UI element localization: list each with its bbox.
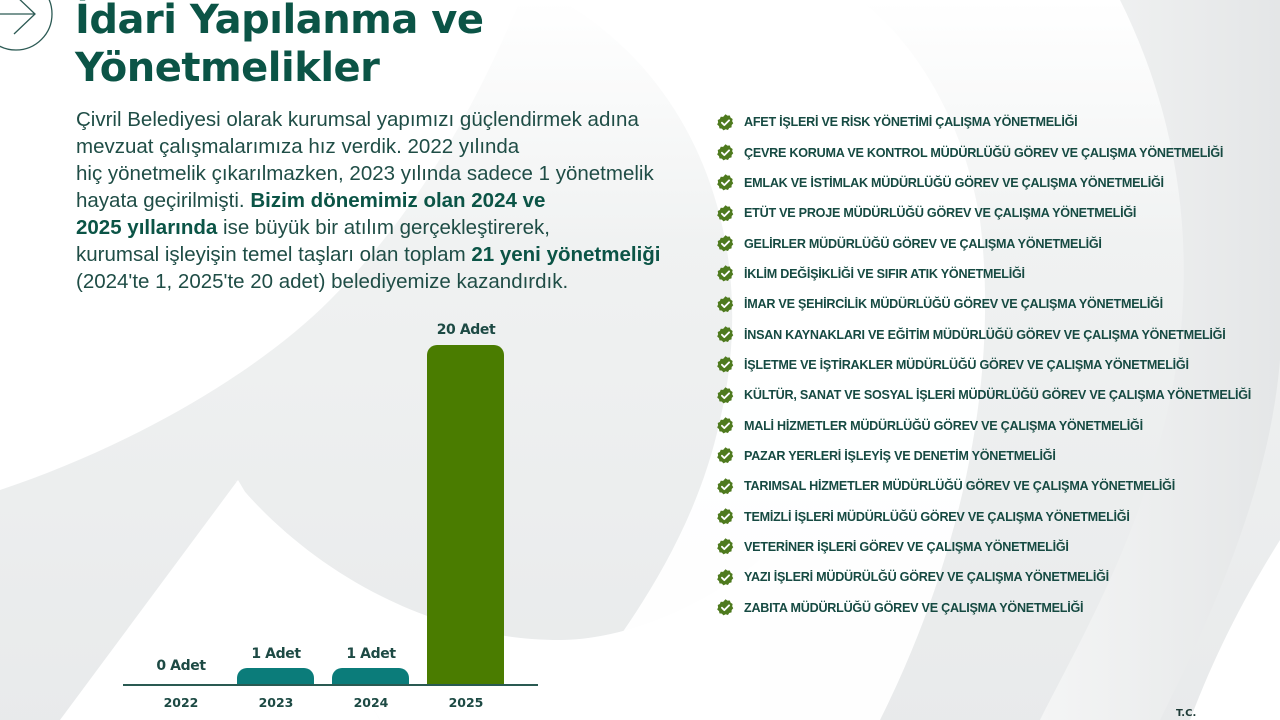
title-line-2: Yönetmelikler	[75, 45, 380, 91]
check-badge-icon	[717, 113, 734, 131]
list-item: İŞLETME VE İŞTİRAKLER MÜDÜRLÜĞÜ GÖREV VE…	[716, 350, 1251, 380]
list-item: VETERİNER İŞLERİ GÖREV VE ÇALIŞMA YÖNETM…	[716, 532, 1251, 562]
list-item: TARIMSAL HİZMETLER MÜDÜRLÜĞÜ GÖREV VE ÇA…	[716, 471, 1251, 501]
list-item: ZABITA MÜDÜRLÜĞÜ GÖREV VE ÇALIŞMA YÖNETM…	[716, 593, 1251, 623]
x-axis-label: 2023	[258, 695, 294, 710]
bar-2023	[237, 668, 314, 684]
bar-value-label: 1 Adet	[251, 646, 301, 662]
intro-paragraph: Çivril Belediyesi olarak kurumsal yapımı…	[76, 106, 676, 295]
regulations-list: AFET İŞLERİ VE RİSK YÖNETİMİ ÇALIŞMA YÖN…	[716, 107, 1251, 623]
check-badge-icon	[717, 326, 734, 343]
list-item: EMLAK VE İSTİMLAK MÜDÜRLÜĞÜ GÖREV VE ÇAL…	[716, 168, 1251, 198]
intro-line: mevzuat çalışmalarımıza hız verdik. 2022…	[76, 135, 520, 158]
intro-highlight: Bizim dönemimiz olan 2024 ve	[250, 189, 546, 212]
bar-2025	[427, 345, 504, 684]
check-badge-icon	[717, 538, 734, 555]
x-axis-label: 2025	[448, 695, 484, 710]
list-item: ETÜT VE PROJE MÜDÜRLÜĞÜ GÖREV VE ÇALIŞMA…	[716, 198, 1251, 228]
regulation-label: ZABITA MÜDÜRLÜĞÜ GÖREV VE ÇALIŞMA YÖNETM…	[744, 600, 1084, 615]
footer-logo-text: T.C.	[1176, 708, 1197, 719]
regulations-bar-chart: 0 Adet 2022 1 Adet 2023 1 Adet 2024 20 A…	[123, 322, 538, 710]
check-badge-icon	[717, 356, 734, 373]
regulation-label: YAZI İŞLERİ MÜDÜRÜLĞÜ GÖREV VE ÇALIŞMA Y…	[744, 570, 1109, 585]
check-badge-icon	[717, 477, 734, 495]
list-item: İNSAN KAYNAKLARI VE EĞİTİM MÜDÜRLÜĞÜ GÖR…	[716, 319, 1251, 349]
intro-highlight: 2025 yıllarında	[76, 216, 218, 239]
intro-line: hayata geçirilmişti. Bizim dönemimiz ola…	[76, 187, 676, 214]
regulation-label: TARIMSAL HİZMETLER MÜDÜRLÜĞÜ GÖREV VE ÇA…	[744, 479, 1175, 494]
check-badge-icon	[717, 386, 734, 404]
check-badge-icon	[717, 235, 734, 252]
regulation-label: AFET İŞLERİ VE RİSK YÖNETİMİ ÇALIŞMA YÖN…	[744, 115, 1078, 130]
x-axis-line	[123, 684, 538, 686]
arrow-right-circle-icon	[0, 0, 53, 51]
regulation-label: VETERİNER İŞLERİ GÖREV VE ÇALIŞMA YÖNETM…	[744, 539, 1069, 554]
check-badge-icon	[717, 447, 734, 464]
regulation-label: TEMİZLİ İŞLERİ MÜDÜRLÜĞÜ GÖREV VE ÇALIŞM…	[744, 509, 1130, 524]
regulation-label: KÜLTÜR, SANAT VE SOSYAL İŞLERİ MÜDÜRLÜĞÜ…	[744, 388, 1252, 403]
regulation-label: İŞLETME VE İŞTİRAKLER MÜDÜRLÜĞÜ GÖREV VE…	[744, 357, 1189, 372]
regulation-label: İMAR VE ŞEHİRCİLİK MÜDÜRLÜĞÜ GÖREV VE ÇA…	[744, 297, 1163, 312]
intro-line: hiç yönetmelik çıkarılmazken, 2023 yılın…	[76, 162, 654, 185]
list-item: İMAR VE ŞEHİRCİLİK MÜDÜRLÜĞÜ GÖREV VE ÇA…	[716, 289, 1251, 319]
regulation-label: PAZAR YERLERİ İŞLEYİŞ VE DENETİM YÖNETME…	[744, 448, 1056, 463]
check-badge-icon	[717, 204, 734, 222]
list-item: ÇEVRE KORUMA VE KONTROL MÜDÜRLÜĞÜ GÖREV …	[716, 137, 1251, 167]
check-badge-icon	[717, 508, 734, 525]
list-item: GELİRLER MÜDÜRLÜĞÜ GÖREV VE ÇALIŞMA YÖNE…	[716, 228, 1251, 258]
x-axis-label: 2022	[163, 695, 199, 710]
list-item: AFET İŞLERİ VE RİSK YÖNETİMİ ÇALIŞMA YÖN…	[716, 107, 1251, 137]
regulation-label: İKLİM DEĞİŞİKLİĞİ VE SIFIR ATIK YÖNETMEL…	[744, 266, 1025, 281]
list-item: İKLİM DEĞİŞİKLİĞİ VE SIFIR ATIK YÖNETMEL…	[716, 259, 1251, 289]
list-item: YAZI İŞLERİ MÜDÜRÜLĞÜ GÖREV VE ÇALIŞMA Y…	[716, 562, 1251, 592]
regulation-label: GELİRLER MÜDÜRLÜĞÜ GÖREV VE ÇALIŞMA YÖNE…	[744, 236, 1102, 251]
check-badge-icon	[717, 295, 734, 313]
intro-line: 2025 yıllarında ise büyük bir atılım ger…	[76, 214, 676, 241]
check-badge-icon	[717, 144, 734, 161]
intro-text: ise büyük bir atılım gerçekleştirerek,	[217, 216, 550, 239]
bar-2024	[332, 668, 409, 684]
intro-text: hayata geçirilmişti.	[76, 189, 251, 212]
bar-value-label: 1 Adet	[346, 646, 396, 662]
check-badge-icon	[717, 174, 734, 191]
check-badge-icon	[717, 265, 734, 282]
intro-highlight: 21 yeni yönetmeliği	[471, 243, 661, 266]
regulation-label: MALİ HİZMETLER MÜDÜRLÜĞÜ GÖREV VE ÇALIŞM…	[744, 418, 1143, 433]
x-axis-label: 2024	[353, 695, 389, 710]
intro-line: Çivril Belediyesi olarak kurumsal yapımı…	[76, 108, 639, 131]
list-item: MALİ HİZMETLER MÜDÜRLÜĞÜ GÖREV VE ÇALIŞM…	[716, 410, 1251, 440]
intro-line: (2024'te 1, 2025'te 20 adet) belediyemiz…	[76, 270, 569, 293]
intro-line: kurumsal işleyişin temel taşları olan to…	[76, 241, 676, 268]
page-title: İdari Yapılanma ve Yönetmelikler	[75, 0, 484, 92]
regulation-label: ETÜT VE PROJE MÜDÜRLÜĞÜ GÖREV VE ÇALIŞMA…	[744, 206, 1137, 221]
bar-value-label: 20 Adet	[436, 322, 496, 338]
regulation-label: EMLAK VE İSTİMLAK MÜDÜRLÜĞÜ GÖREV VE ÇAL…	[744, 175, 1164, 190]
intro-text: kurumsal işleyişin temel taşları olan to…	[76, 243, 472, 266]
bar-value-label: 0 Adet	[156, 658, 206, 674]
check-badge-icon	[717, 417, 734, 434]
check-badge-icon	[717, 599, 734, 616]
list-item: TEMİZLİ İŞLERİ MÜDÜRLÜĞÜ GÖREV VE ÇALIŞM…	[716, 501, 1251, 531]
list-item: PAZAR YERLERİ İŞLEYİŞ VE DENETİM YÖNETME…	[716, 441, 1251, 471]
regulation-label: ÇEVRE KORUMA VE KONTROL MÜDÜRLÜĞÜ GÖREV …	[744, 145, 1224, 160]
list-item: KÜLTÜR, SANAT VE SOSYAL İŞLERİ MÜDÜRLÜĞÜ…	[716, 380, 1251, 410]
regulation-label: İNSAN KAYNAKLARI VE EĞİTİM MÜDÜRLÜĞÜ GÖR…	[744, 327, 1226, 342]
check-badge-icon	[717, 569, 734, 586]
title-line-1: İdari Yapılanma ve	[75, 0, 484, 43]
